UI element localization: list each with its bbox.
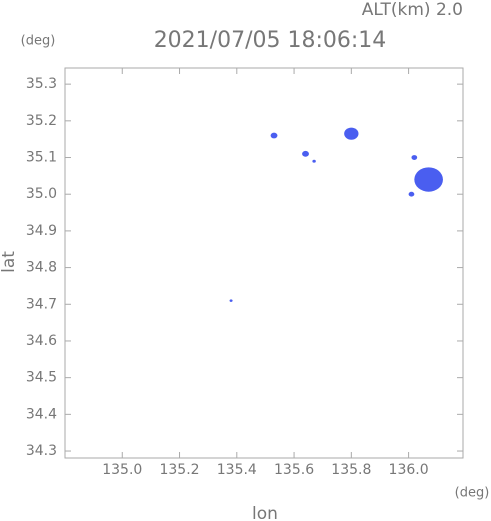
y-tick-label: 35.0 [26, 186, 57, 202]
x-tick-label: 135.4 [217, 462, 257, 478]
y-tick-label: 34.8 [26, 260, 57, 276]
echo [270, 132, 278, 139]
y-unit: (deg) [21, 34, 56, 49]
y-tick-label: 34.9 [26, 223, 57, 239]
y-tick-label: 35.2 [26, 113, 57, 129]
echo [312, 159, 316, 163]
echo [229, 299, 233, 302]
x-tick-label: 135.0 [102, 462, 142, 478]
x-tick-label: 135.2 [159, 462, 199, 478]
chart-title: 2021/07/05 18:06:14 [154, 28, 387, 53]
y-tick-label: 34.5 [26, 370, 57, 386]
echo [411, 155, 418, 160]
x-axis-label: lon [252, 504, 278, 521]
y-tick-label: 34.7 [26, 296, 57, 312]
y-tick-label: 35.1 [26, 150, 57, 166]
echo [414, 167, 443, 192]
echo [408, 191, 415, 197]
x-tick-label: 136.0 [389, 462, 429, 478]
y-tick-label: 35.3 [26, 76, 57, 92]
y-tick-label: 34.3 [26, 443, 57, 459]
y-tick-label: 34.6 [26, 333, 57, 349]
y-tick-label: 34.4 [26, 406, 57, 422]
x-tick-label: 135.8 [331, 462, 371, 478]
echo [302, 150, 309, 157]
plot-frame [64, 67, 464, 459]
chart-subtitle: ALT(km) 2.0 [362, 0, 463, 20]
x-unit: (deg) [455, 486, 490, 501]
x-tick-label: 135.6 [274, 462, 314, 478]
y-axis-label: lat [0, 251, 19, 273]
echo [344, 127, 359, 140]
